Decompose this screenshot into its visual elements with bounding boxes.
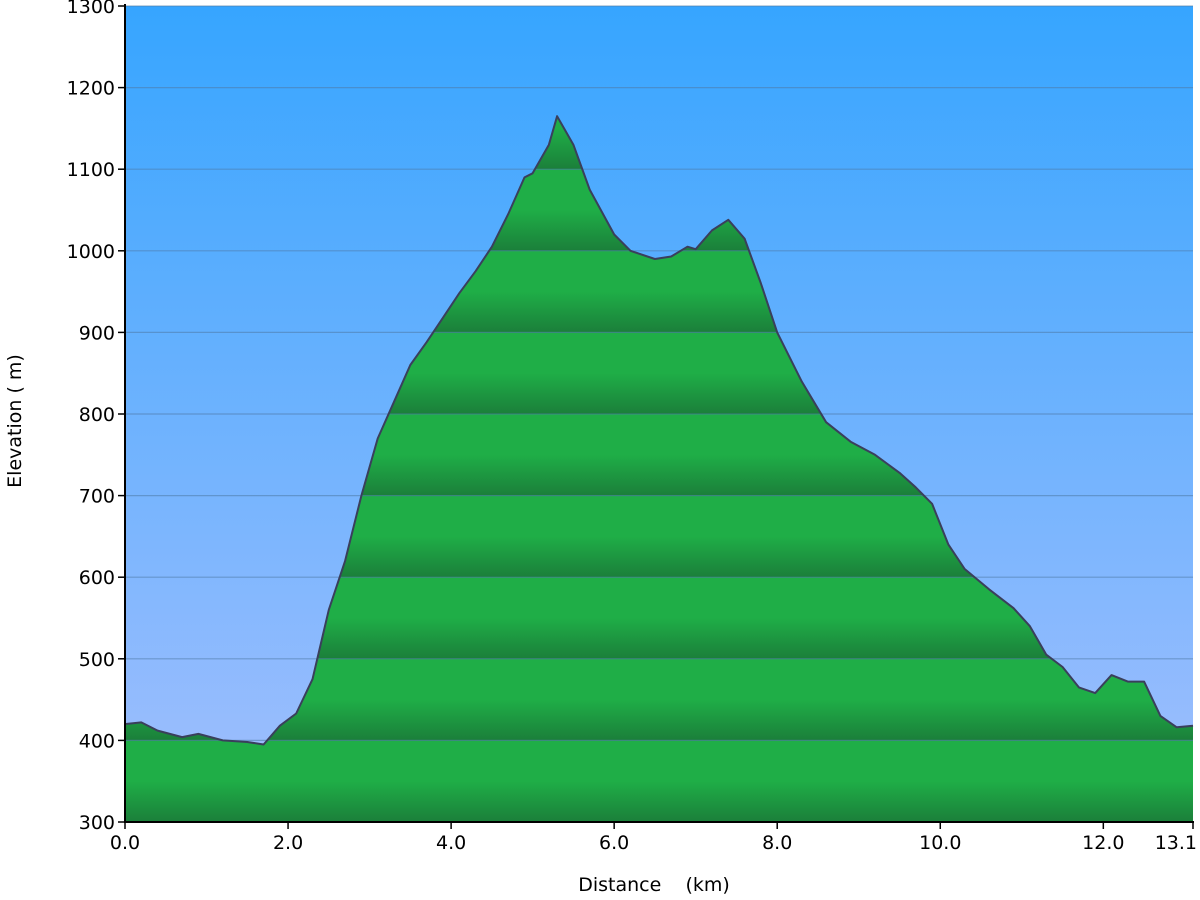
x-tick-label: 8.0 xyxy=(762,832,792,854)
elevation-profile-line xyxy=(124,115,1194,746)
x-tick-label: 6.0 xyxy=(599,832,629,854)
x-tick-label: 10.0 xyxy=(919,832,961,854)
y-tick-label: 600 xyxy=(79,567,115,589)
y-tick-label: 1200 xyxy=(67,78,115,100)
y-tick-label: 1100 xyxy=(67,159,115,181)
y-tick-label: 700 xyxy=(79,486,115,508)
x-tick-label: 4.0 xyxy=(436,832,466,854)
x-axis-ticks: 0.0 2.0 4.0 6.0 8.0 10.0 12.0 13.1 xyxy=(110,822,1197,854)
x-tick-label: 12.0 xyxy=(1082,832,1124,854)
y-tick-label: 500 xyxy=(79,649,115,671)
y-tick-label: 400 xyxy=(79,730,115,752)
y-axis-ticks: 300 400 500 600 700 800 900 1000 1100 1200 1300 xyxy=(67,0,125,834)
x-axis-title: Distance (km) xyxy=(578,874,730,896)
y-tick-label: 900 xyxy=(79,322,115,344)
x-tick-label: 0.0 xyxy=(110,832,140,854)
y-axis-title: Elevation ( m) xyxy=(4,354,26,488)
x-tick-label: 13.1 xyxy=(1155,832,1197,854)
x-tick-label: 2.0 xyxy=(273,832,303,854)
y-tick-label: 1300 xyxy=(67,0,115,18)
y-tick-label: 1000 xyxy=(67,241,115,263)
area-band xyxy=(125,740,1193,822)
y-tick-label: 300 xyxy=(79,812,115,834)
y-tick-label: 800 xyxy=(79,404,115,426)
grid-lines xyxy=(125,5,1193,742)
